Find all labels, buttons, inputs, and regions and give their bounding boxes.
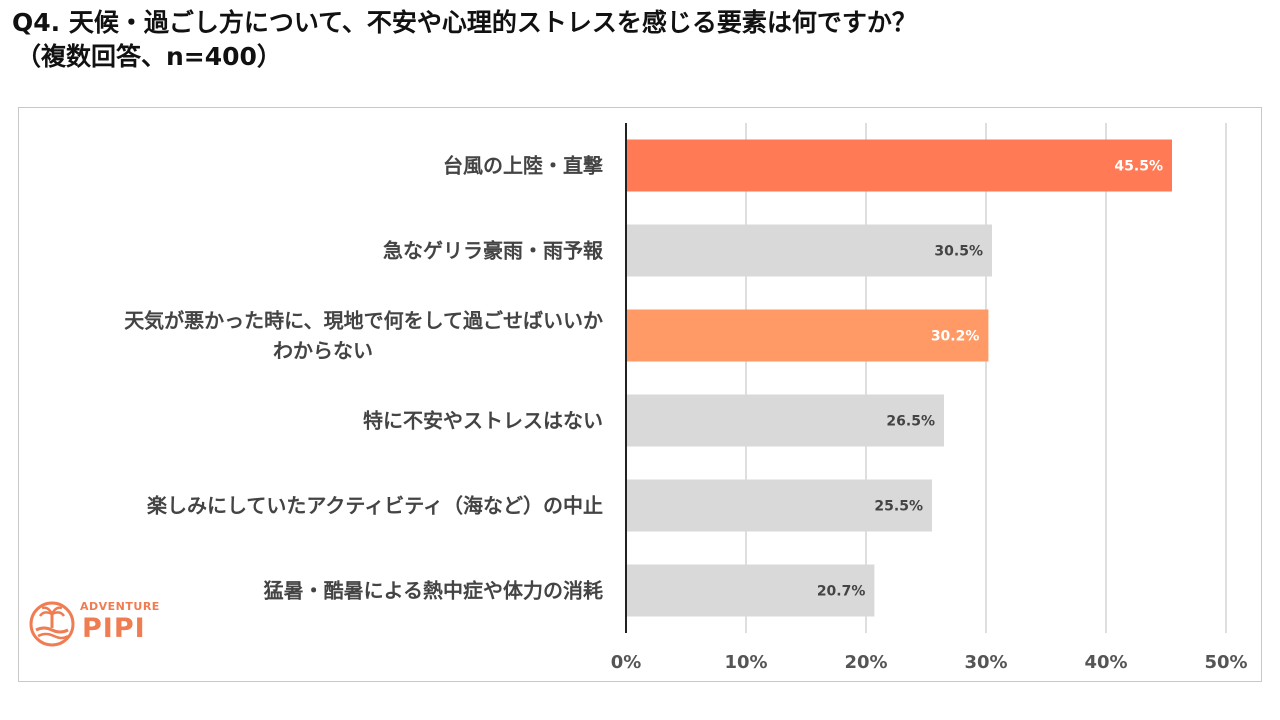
value-label-1: 45.5% [1114, 159, 1163, 175]
bar-4 [626, 394, 944, 447]
category-label-2: 急なゲリラ豪雨・雨予報 [383, 239, 604, 263]
title-line-1: Q4. 天候・過ごし方について、不安や心理的ストレスを感じる要素は何ですか？ [12, 8, 917, 37]
category-label-4: 特に不安やストレスはない [363, 409, 603, 433]
palm-sun-icon [29, 601, 75, 647]
category-label-6: 猛暑・酷暑による熱中症や体力の消耗 [263, 579, 603, 603]
value-label-6: 20.7% [817, 584, 866, 600]
value-label-5: 25.5% [874, 499, 923, 515]
category-label-3-line-2: わからない [273, 339, 373, 363]
logo-top-text: ADVENTURE [80, 600, 160, 613]
bar-1 [626, 139, 1172, 192]
bar-3 [626, 309, 989, 362]
bar-2 [626, 224, 992, 277]
x-tick-label-30: 30% [964, 652, 1007, 673]
value-label-3: 30.2% [931, 329, 980, 345]
title-line-2: （複数回答、n=400） [16, 42, 282, 71]
x-tick-label-50: 50% [1204, 652, 1247, 673]
bar-chart: 45.5% 台風の上陸・直撃 30.5% 急なゲリラ豪雨・雨予報 30.2% 天気が悪かっ… [124, 123, 1248, 673]
category-label-5: 楽しみにしていたアクティビティ（海など）の中止 [147, 494, 603, 518]
category-label-3-line-1: 天気が悪かった時に、現地で何をして過ごせばいいか [124, 309, 603, 333]
brand-logo: ADVENTURE PIPI [28, 598, 160, 650]
x-tick-label-40: 40% [1084, 652, 1127, 673]
x-tick-label-20: 20% [844, 652, 887, 673]
bar-5 [626, 479, 932, 532]
x-tick-label-0: 0% [611, 652, 642, 673]
logo-brand-text: PIPI [82, 613, 146, 644]
bar-6 [626, 564, 875, 617]
x-tick-label-10: 10% [724, 652, 767, 673]
chart-panel: 45.5% 台風の上陸・直撃 30.5% 急なゲリラ豪雨・雨予報 30.2% 天気が悪かっ… [18, 107, 1262, 682]
category-label-1: 台風の上陸・直撃 [443, 154, 603, 178]
chart-title: Q4. 天候・過ごし方について、不安や心理的ストレスを感じる要素は何ですか？ （… [12, 6, 917, 74]
value-label-4: 26.5% [886, 414, 935, 430]
value-label-2: 30.5% [934, 244, 983, 260]
